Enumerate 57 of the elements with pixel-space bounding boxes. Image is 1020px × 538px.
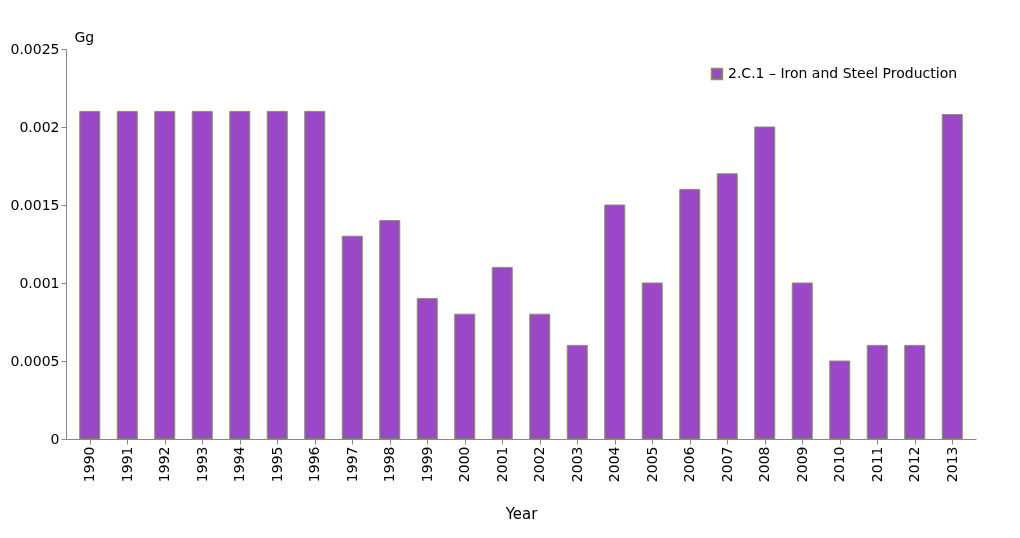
y-tick-label: 0.002 — [19, 118, 60, 135]
x-tick-label: 1995 — [268, 446, 285, 483]
bar — [716, 173, 738, 440]
x-tick-label: 2010 — [831, 446, 848, 483]
x-tick-label: 1991 — [118, 446, 135, 483]
x-tick-label: 2012 — [906, 446, 923, 483]
bar — [641, 282, 663, 440]
bar — [491, 266, 513, 440]
x-tick-label: 2011 — [868, 446, 885, 483]
x-tick-label: 1992 — [156, 446, 173, 483]
legend-label: 2.C.1 – Iron and Steel Production — [728, 65, 958, 81]
bar — [604, 204, 626, 440]
bar — [829, 360, 851, 440]
bar — [191, 110, 213, 440]
y-axis-title: Gg — [74, 28, 95, 45]
x-tick-label: 2009 — [793, 446, 810, 483]
y-tick-label: 0 — [50, 430, 60, 447]
y-tick-label: 0.0025 — [10, 40, 60, 57]
x-tick-label: 1993 — [193, 446, 210, 483]
bar — [679, 188, 701, 440]
x-tick-label: 2004 — [606, 446, 623, 483]
x-tick-label: 2000 — [456, 446, 473, 483]
y-tick-label: 0.0005 — [10, 352, 60, 369]
x-tick-label: 1997 — [343, 446, 360, 483]
bar — [754, 126, 776, 440]
bar — [229, 110, 251, 440]
bar — [454, 313, 476, 440]
bar — [904, 344, 926, 440]
x-axis-title: Year — [504, 505, 539, 524]
bar — [866, 344, 888, 440]
bar — [416, 298, 438, 440]
x-tick-label: 1996 — [306, 446, 323, 483]
x-tick-label: 1999 — [418, 446, 435, 483]
x-tick-label: 2001 — [493, 446, 510, 483]
x-tick-label: 1994 — [231, 446, 248, 483]
x-tick-label: 2002 — [531, 446, 548, 483]
x-tick-label: 2006 — [681, 446, 698, 483]
bar — [791, 282, 813, 440]
x-tick-label: 2013 — [943, 446, 960, 483]
x-tick-label: 1998 — [381, 446, 398, 483]
x-tick-label: 2005 — [643, 446, 660, 483]
bar — [79, 110, 101, 440]
x-tick-label: 2003 — [568, 446, 585, 483]
bar — [116, 110, 138, 440]
bar — [566, 344, 588, 440]
bar — [941, 114, 963, 440]
bar — [341, 235, 363, 440]
y-tick-label: 0.001 — [19, 274, 60, 291]
x-tick-label: 2007 — [718, 446, 735, 483]
x-tick-label: 2008 — [756, 446, 773, 483]
bar — [529, 313, 551, 440]
x-tick-label: 1990 — [81, 446, 98, 483]
bar — [266, 110, 288, 440]
bar — [304, 110, 326, 440]
bar — [154, 110, 176, 440]
bar — [379, 220, 401, 440]
y-tick-label: 0.0015 — [10, 196, 60, 213]
